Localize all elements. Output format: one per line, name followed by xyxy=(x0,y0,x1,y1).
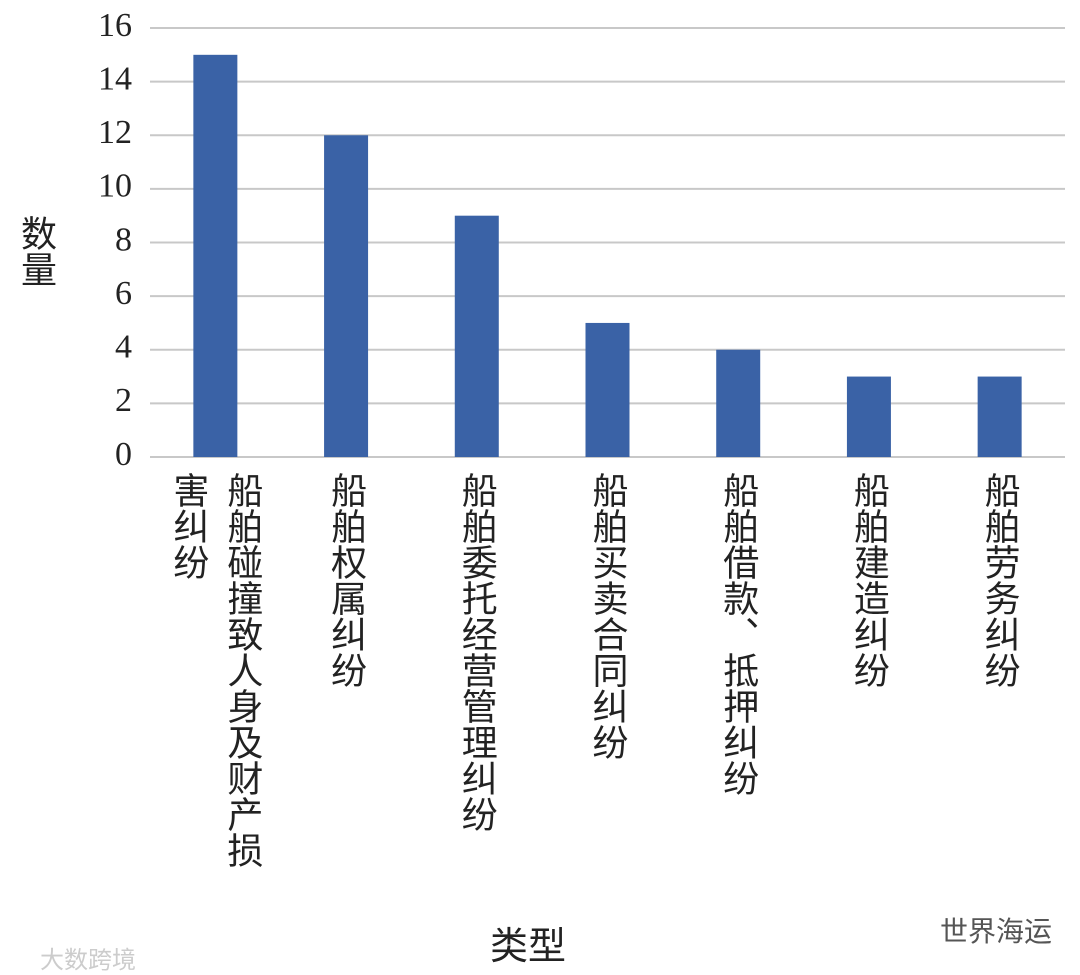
x-tick-label: 船舶碰撞致人身及财产损害纠纷 xyxy=(168,472,263,868)
watermark: 世界海运 xyxy=(940,915,1053,948)
bar xyxy=(193,54,238,457)
x-tick-label: 船舶权属纠纷 xyxy=(326,472,367,688)
bar xyxy=(716,349,761,457)
x-tick-label: 船舶委托经营管理纠纷 xyxy=(456,472,497,832)
bar xyxy=(454,215,499,457)
bar xyxy=(585,322,630,457)
bar xyxy=(846,376,891,457)
y-tick-label: 16 xyxy=(98,7,132,44)
x-tick-label: 船舶借款、抵押纠纷 xyxy=(718,472,759,796)
y-tick-label: 12 xyxy=(98,114,132,151)
y-tick-label: 2 xyxy=(115,382,132,419)
y-tick-label: 0 xyxy=(115,436,132,473)
y-tick-label: 14 xyxy=(98,60,132,97)
watermark: 大数跨境 xyxy=(40,946,136,974)
x-tick-label: 船舶买卖合同纠纷 xyxy=(587,472,628,760)
bar xyxy=(324,135,369,457)
bar xyxy=(977,376,1022,457)
y-tick-label: 10 xyxy=(98,168,132,205)
x-tick-label: 船舶建造纠纷 xyxy=(848,472,889,688)
y-axis-label: 数量 xyxy=(16,215,56,287)
y-tick-label: 4 xyxy=(115,329,132,366)
x-axis-label: 类型 xyxy=(490,926,567,968)
y-tick-label: 8 xyxy=(115,221,132,258)
y-tick-label: 6 xyxy=(115,275,132,312)
x-tick-label: 船舶劳务纠纷 xyxy=(979,472,1020,688)
